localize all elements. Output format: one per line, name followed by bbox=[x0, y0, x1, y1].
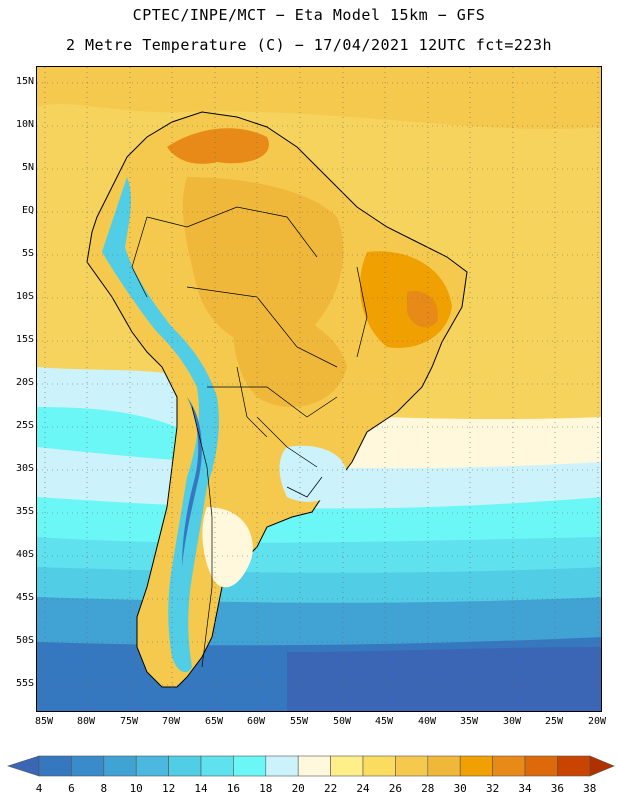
temperature-map bbox=[36, 66, 602, 712]
lat-label-35s: 35S bbox=[15, 506, 34, 517]
lat-label-15n: 15N bbox=[15, 76, 34, 87]
lat-label-5s: 5S bbox=[21, 248, 34, 259]
colorbar-cell bbox=[200, 755, 234, 777]
colorbar-tick-label: 6 bbox=[68, 782, 75, 795]
lat-label-10n: 10N bbox=[15, 119, 34, 130]
colorbar-tick-label: 24 bbox=[356, 782, 370, 795]
colorbar-cell bbox=[524, 755, 558, 777]
colorbar-cell bbox=[395, 755, 429, 777]
warm-region-amazon bbox=[182, 177, 344, 349]
lon-label-55w: 55W bbox=[289, 716, 309, 727]
lat-label-10s: 10S bbox=[15, 291, 34, 302]
colorbar-tick-label: 18 bbox=[259, 782, 273, 795]
lat-label-eq: EQ bbox=[21, 205, 34, 216]
lon-label-20w: 20W bbox=[587, 716, 607, 727]
lat-label-30s: 30S bbox=[15, 463, 34, 474]
colorbar-tick-label: 16 bbox=[226, 782, 241, 795]
colorbar-cell bbox=[297, 755, 331, 777]
colorbar-tick-label: 22 bbox=[323, 782, 338, 795]
ocean-band-4 bbox=[287, 647, 601, 711]
lat-label-15s: 15S bbox=[15, 334, 34, 345]
colorbar-tick-label: 8 bbox=[100, 782, 108, 795]
colorbar-tick-label: 32 bbox=[485, 782, 500, 795]
lon-label-85w: 85W bbox=[34, 716, 54, 727]
colorbar-cell bbox=[427, 755, 461, 777]
colorbar-cell bbox=[168, 755, 202, 777]
lat-label-25s: 25S bbox=[15, 420, 34, 431]
lat-label-20s: 20S bbox=[15, 377, 34, 388]
map-title: CPTEC/INPE/MCT − Eta Model 15km − GFS bbox=[132, 6, 486, 24]
colorbar-tick-label: 14 bbox=[194, 782, 208, 795]
colorbar-tick-label: 28 bbox=[421, 782, 435, 795]
lat-label-45s: 45S bbox=[15, 592, 34, 603]
colorbar-tick-label: 20 bbox=[291, 782, 305, 795]
colorbar-cell bbox=[492, 755, 526, 777]
colorbar-tick-label: 34 bbox=[518, 782, 532, 795]
colorbar-cell bbox=[135, 755, 169, 777]
lon-label-25w: 25W bbox=[544, 716, 564, 727]
lon-label-40w: 40W bbox=[417, 716, 437, 727]
colorbar-tick-label: 36 bbox=[550, 782, 565, 795]
lat-label-55s: 55S bbox=[15, 678, 34, 689]
lon-label-30w: 30W bbox=[502, 716, 522, 727]
lon-label-65w: 65W bbox=[204, 716, 224, 727]
colorbar-arrow-low bbox=[7, 755, 40, 777]
lon-label-60w: 60W bbox=[246, 716, 266, 727]
colorbar-cell bbox=[103, 755, 137, 777]
lon-label-70w: 70W bbox=[161, 716, 181, 727]
cool-region-south-brazil bbox=[279, 445, 347, 502]
hot-spot-northeast bbox=[407, 291, 438, 328]
lon-label-50w: 50W bbox=[332, 716, 352, 727]
lon-label-75w: 75W bbox=[119, 716, 139, 727]
colorbar-tick-label: 30 bbox=[453, 782, 467, 795]
lat-label-50s: 50S bbox=[15, 635, 34, 646]
caribbean-sea bbox=[37, 67, 601, 130]
colorbar-cell bbox=[330, 755, 364, 777]
colorbar-tick-label: 4 bbox=[35, 782, 43, 795]
temperature-colorbar bbox=[7, 755, 615, 777]
map-subtitle: 2 Metre Temperature (C) − 17/04/2021 12U… bbox=[65, 36, 553, 54]
colorbar-cell bbox=[38, 755, 72, 777]
lon-label-35w: 35W bbox=[459, 716, 479, 727]
andes-cold-core bbox=[182, 397, 202, 567]
colorbar-cell bbox=[459, 755, 493, 777]
map-canvas bbox=[37, 67, 601, 711]
lat-label-5n: 5N bbox=[21, 162, 34, 173]
colorbar-arrow-high bbox=[589, 755, 615, 777]
colorbar-cell bbox=[265, 755, 299, 777]
warm-region-central bbox=[233, 297, 347, 407]
lon-label-45w: 45W bbox=[374, 716, 394, 727]
colorbar-cell bbox=[233, 755, 267, 777]
hot-region-venezuela bbox=[167, 128, 269, 164]
colorbar-cell bbox=[71, 755, 105, 777]
colorbar-tick-label: 38 bbox=[583, 782, 597, 795]
colorbar-cell bbox=[557, 755, 591, 777]
lat-label-40s: 40S bbox=[15, 549, 34, 560]
colorbar-tick-label: 10 bbox=[129, 782, 143, 795]
colorbar-cell bbox=[362, 755, 396, 777]
colorbar-tick-label: 26 bbox=[388, 782, 403, 795]
andes-mountains bbox=[102, 177, 219, 673]
lon-label-80w: 80W bbox=[76, 716, 96, 727]
colorbar-tick-label: 12 bbox=[161, 782, 176, 795]
